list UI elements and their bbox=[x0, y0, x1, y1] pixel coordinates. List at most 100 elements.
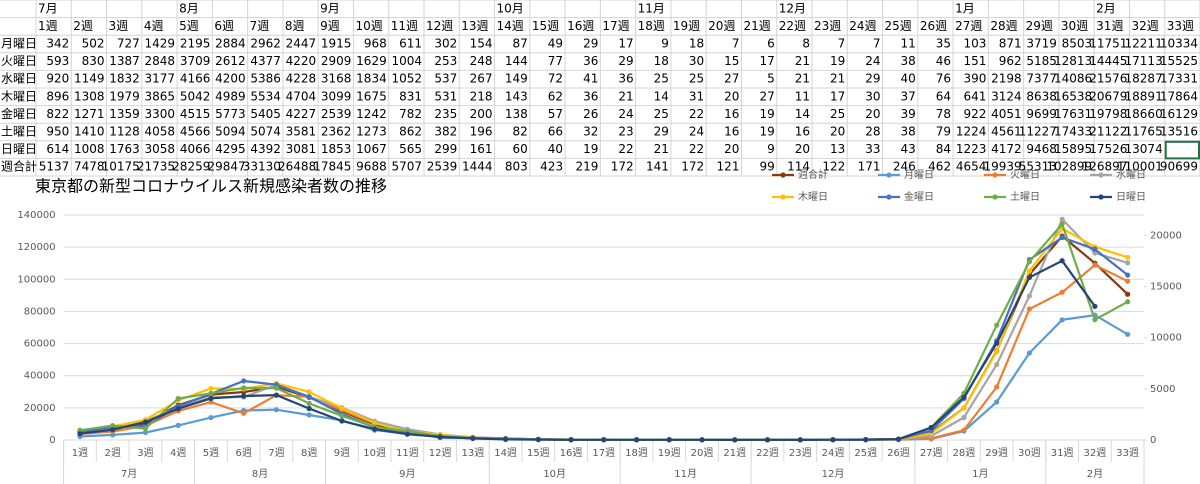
series-point bbox=[208, 399, 214, 405]
cell-value: 593 bbox=[46, 54, 69, 68]
cell-value: 1128 bbox=[109, 125, 140, 139]
series-point bbox=[470, 435, 476, 441]
cell-value: 41 bbox=[583, 72, 598, 86]
x-tick-label: 18週 bbox=[625, 447, 648, 459]
cell-value: 19939 bbox=[983, 160, 1021, 174]
x-tick-label: 4週 bbox=[170, 447, 186, 459]
group-label: 7月 bbox=[121, 468, 137, 480]
cell-value: 896 bbox=[46, 89, 69, 103]
cell-value: 537 bbox=[434, 72, 457, 86]
series-point bbox=[1092, 250, 1098, 256]
legend-marker bbox=[780, 172, 786, 178]
cell-value: 79 bbox=[936, 125, 951, 139]
week-header: 7週 bbox=[250, 19, 270, 33]
series-point bbox=[306, 394, 312, 400]
series-point bbox=[994, 349, 1000, 355]
cell-value: 78 bbox=[936, 107, 951, 121]
y-tick-label: 0 bbox=[49, 435, 55, 446]
series-point bbox=[1059, 289, 1065, 295]
cell-value: 19 bbox=[759, 107, 774, 121]
cell-value: 20 bbox=[795, 142, 810, 156]
chart-title: 東京都の新型コロナウイルス新規感染者数の推移 bbox=[35, 177, 387, 196]
series-point bbox=[175, 395, 181, 402]
cell-value: 1629 bbox=[356, 54, 387, 68]
cell-value: 3058 bbox=[145, 142, 176, 156]
cell-value: 11227 bbox=[1019, 125, 1057, 139]
legend-marker bbox=[992, 194, 998, 200]
week-header: 20週 bbox=[708, 19, 735, 33]
series-point bbox=[241, 410, 247, 416]
cell-value: 9688 bbox=[356, 160, 387, 174]
cell-value: 114 bbox=[787, 160, 810, 174]
cell-value: 16 bbox=[724, 107, 739, 121]
cell-value: 4227 bbox=[286, 107, 317, 121]
cell-value: 4066 bbox=[180, 142, 211, 156]
cell-value: 3709 bbox=[180, 54, 211, 68]
series-point bbox=[994, 384, 1000, 390]
cell-value: 24 bbox=[865, 54, 880, 68]
selected-cell bbox=[1164, 140, 1200, 160]
series-point bbox=[1125, 291, 1131, 297]
series-point bbox=[1059, 216, 1065, 222]
cell-value: 99 bbox=[759, 160, 774, 174]
group-label: 1月 bbox=[972, 468, 988, 480]
cell-value: 144 bbox=[505, 54, 528, 68]
cell-value: 7377 bbox=[1026, 72, 1057, 86]
week-header: 31週 bbox=[1096, 19, 1123, 33]
cell-value: 462 bbox=[928, 160, 951, 174]
cell-value: 1242 bbox=[356, 107, 387, 121]
y-tick-label: 40000 bbox=[24, 371, 56, 382]
cell-value: 267 bbox=[470, 72, 493, 86]
legend-marker bbox=[992, 172, 998, 178]
series-point bbox=[1125, 260, 1131, 266]
y-tick-label: 20000 bbox=[24, 403, 56, 414]
legend-label: 木曜日 bbox=[798, 191, 828, 203]
series-point bbox=[830, 437, 836, 443]
series-point bbox=[208, 385, 214, 392]
cell-value: 1308 bbox=[74, 89, 105, 103]
cell-value: 7 bbox=[838, 37, 846, 51]
cell-value: 3099 bbox=[321, 89, 352, 103]
cell-value: 3581 bbox=[286, 125, 317, 139]
cell-value: 4295 bbox=[215, 142, 246, 156]
group-label: 9月 bbox=[399, 468, 415, 480]
x-tick-label: 19週 bbox=[658, 447, 681, 459]
cell-value: 39 bbox=[901, 107, 916, 121]
series-point bbox=[273, 407, 280, 413]
cell-value: 17331 bbox=[1160, 72, 1198, 86]
week-header: 15週 bbox=[532, 19, 559, 33]
cell-value: 5042 bbox=[180, 89, 211, 103]
cell-value: 950 bbox=[46, 125, 69, 139]
x-tick-label: 13週 bbox=[461, 447, 484, 459]
cell-value: 2198 bbox=[991, 72, 1022, 86]
series-point bbox=[142, 429, 149, 436]
cell-value: 172 bbox=[681, 160, 704, 174]
cell-value: 24 bbox=[689, 125, 704, 139]
cell-value: 9468 bbox=[1026, 142, 1057, 156]
row-label: 月曜日 bbox=[1, 37, 37, 51]
week-header: 5週 bbox=[179, 19, 199, 33]
cell-value: 920 bbox=[46, 72, 69, 86]
cell-value: 19 bbox=[583, 142, 598, 156]
cell-value: 121 bbox=[717, 160, 740, 174]
month-header: 8月 bbox=[179, 1, 199, 15]
series-point bbox=[339, 418, 345, 424]
x-tick-label: 11週 bbox=[396, 447, 419, 459]
cell-value: 57 bbox=[548, 107, 563, 121]
cell-value: 7 bbox=[873, 37, 881, 51]
series-point bbox=[994, 340, 1000, 346]
cell-value: 82 bbox=[513, 125, 528, 139]
cell-value: 1834 bbox=[356, 72, 387, 86]
cell-value: 9 bbox=[661, 37, 669, 51]
cell-value: 218 bbox=[470, 89, 493, 103]
cell-value: 9699 bbox=[1026, 107, 1057, 121]
cell-value: 103 bbox=[963, 37, 986, 51]
cell-value: 62 bbox=[548, 89, 563, 103]
cell-value: 16 bbox=[795, 125, 810, 139]
series-point bbox=[928, 424, 934, 431]
x-tick-label: 23週 bbox=[789, 447, 812, 459]
y-tick-label: 140000 bbox=[17, 210, 55, 221]
cell-value: 84 bbox=[936, 142, 951, 156]
cell-value: 21 bbox=[830, 72, 845, 86]
group-label: 10月 bbox=[543, 468, 566, 480]
